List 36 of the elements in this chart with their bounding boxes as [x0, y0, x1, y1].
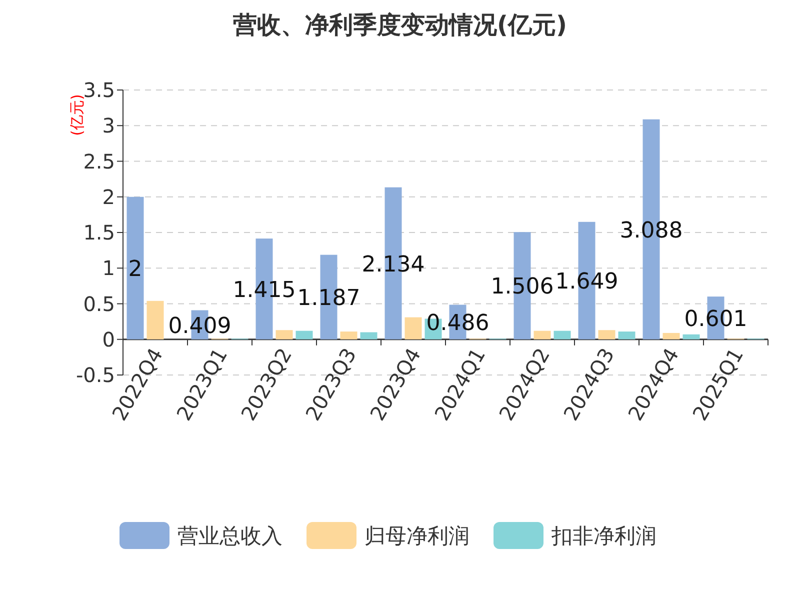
bar — [340, 332, 358, 340]
legend-label: 扣非净利润 — [550, 524, 656, 548]
data-label: 1.187 — [297, 286, 360, 312]
data-label: 2 — [128, 257, 142, 282]
y-tick-label: 1.5 — [83, 220, 115, 244]
bar — [554, 330, 571, 340]
data-label: 3.088 — [620, 218, 683, 244]
y-tick-label: 0.5 — [83, 292, 115, 316]
y-tick-label: 3 — [102, 114, 115, 138]
data-label: 1.415 — [232, 278, 296, 303]
y-tick-label: 1 — [102, 256, 115, 280]
bar — [598, 330, 616, 340]
y-tick-label: 3.5 — [83, 78, 115, 102]
legend-label: 营业总收入 — [178, 524, 282, 548]
bar — [404, 317, 422, 340]
data-label: 1.649 — [555, 270, 618, 295]
y-axis-title: (亿元) — [68, 94, 86, 136]
data-label: 0.409 — [168, 314, 232, 339]
chart-title: 营收、净利季度变动情况(亿元) — [232, 11, 567, 39]
y-tick-label: 2.5 — [83, 149, 115, 174]
bar — [662, 332, 680, 340]
data-label: 0.601 — [684, 306, 748, 332]
data-label: 2.134 — [362, 252, 425, 278]
y-tick-label: 2 — [102, 184, 115, 209]
bar — [126, 196, 144, 340]
y-tick-label: -0.5 — [76, 363, 115, 387]
data-label: 1.506 — [490, 274, 554, 300]
bar — [360, 332, 378, 340]
bar — [534, 330, 551, 340]
y-tick-label: 0 — [102, 327, 115, 352]
bar — [682, 334, 700, 340]
bar — [146, 300, 164, 340]
bar — [276, 330, 293, 340]
bar — [618, 332, 636, 340]
bar — [296, 330, 313, 340]
legend-label: 归母净利润 — [364, 524, 470, 548]
